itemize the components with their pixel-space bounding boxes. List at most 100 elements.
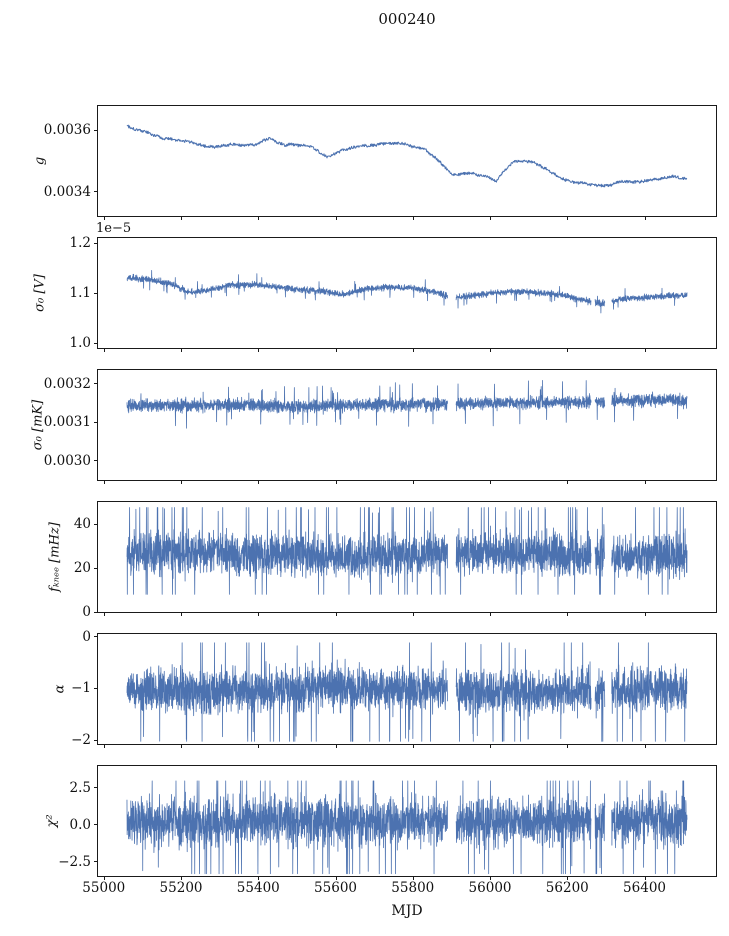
x-tickmark	[490, 348, 492, 352]
x-tickmark	[181, 480, 183, 484]
x-tickmark	[644, 480, 646, 484]
x-tickmark	[490, 480, 492, 484]
x-tickmark	[567, 876, 569, 880]
x-tickmark	[412, 876, 414, 880]
y-tick-label: 2.5	[69, 779, 91, 796]
x-tickmark	[335, 216, 337, 220]
x-tick-label: 56200	[545, 880, 589, 896]
y-tick-label: 20	[73, 560, 91, 576]
x-tickmark	[181, 876, 183, 880]
y-tick-label: 40	[73, 516, 91, 532]
x-tickmark	[490, 612, 492, 616]
y-tickmark	[94, 861, 98, 863]
x-tickmark	[644, 876, 646, 880]
y-tickmark	[94, 636, 98, 638]
x-tickmark	[412, 744, 414, 748]
y-tick-label: 0.0034	[43, 183, 91, 200]
x-tickmark	[644, 348, 646, 352]
x-tick-label: 55000	[82, 880, 126, 896]
figure-title: 000240	[378, 10, 436, 28]
plot-line-canvas-sigma0_mK	[98, 370, 716, 480]
subplot-g: 0.0036 0.0034	[44, 105, 717, 220]
y-tick-label: 1.2	[69, 235, 91, 251]
x-tickmark	[567, 744, 569, 748]
y-tick-label: 0.0	[69, 816, 91, 833]
subplot-sigma0_V: 1.2 1.1 1.0	[70, 235, 717, 352]
x-tickmark	[412, 612, 414, 616]
y-tickmark	[94, 611, 98, 613]
x-tickmark	[490, 216, 492, 220]
y-tick-label: 0.0031	[43, 414, 91, 431]
y-tick-label: 1.0	[69, 335, 91, 351]
x-tickmark	[181, 216, 183, 220]
y-tick-label: 0	[82, 604, 91, 620]
y-tick-label: 0	[82, 628, 91, 645]
x-tickmark	[181, 612, 183, 616]
x-tickmark	[103, 744, 105, 748]
x-tickmark	[258, 612, 260, 616]
x-tickmark	[644, 612, 646, 616]
x-tickmark	[258, 876, 260, 880]
y-axis-label-fknee: fₖₙₑₑ [mHz]	[47, 522, 63, 592]
x-tick-label: 55600	[314, 880, 358, 896]
x-tickmark	[335, 876, 337, 880]
x-tickmark	[181, 348, 183, 352]
y-axis-label-sigma0-v: σ₀ [V]	[32, 274, 48, 312]
x-tick-label: 56000	[468, 880, 512, 896]
x-tickmark	[644, 216, 646, 220]
y-tick-label: −2.5	[58, 853, 91, 870]
subplot-sigma0_mK: 0.0032 0.0031 0.0030	[44, 369, 717, 484]
y-tickmark	[94, 342, 98, 344]
x-tickmark	[335, 480, 337, 484]
y-tickmark	[94, 567, 98, 569]
x-axis-label: MJD	[391, 903, 423, 919]
y-tickmark	[94, 460, 98, 462]
x-tickmark	[103, 876, 105, 880]
x-tickmark	[412, 480, 414, 484]
x-tick-label: 55400	[236, 880, 280, 896]
x-tickmark	[335, 612, 337, 616]
y-axis-label-alpha: α	[52, 684, 68, 694]
x-tickmark	[103, 216, 105, 220]
y-tickmark	[94, 421, 98, 423]
x-tickmark	[181, 744, 183, 748]
x-tickmark	[412, 348, 414, 352]
x-tick-label: 56400	[623, 880, 667, 896]
x-tick-label: 55800	[391, 880, 435, 896]
x-tickmark	[490, 744, 492, 748]
y-axis-label-chi2: χ²	[44, 814, 60, 828]
x-tickmark	[335, 744, 337, 748]
x-tick-label: 55200	[159, 880, 203, 896]
y-tickmark	[94, 787, 98, 789]
y-tickmark	[94, 191, 98, 193]
x-tickmark	[335, 348, 337, 352]
y-axis-offset-text: 1e−5	[96, 221, 132, 236]
subplot-chi2: 2.5 0.0 −2.5 55000 55200 55400 55600 55800 56000…	[58, 765, 717, 896]
x-tickmark	[103, 480, 105, 484]
y-tickmark	[94, 383, 98, 384]
x-tickmark	[567, 480, 569, 484]
subplot-fknee: 40 20 0	[74, 501, 717, 620]
y-tick-label: 0.0032	[43, 375, 91, 392]
y-axis-label-g: g	[32, 156, 48, 166]
x-tickmark	[258, 744, 260, 748]
x-tickmark	[412, 216, 414, 220]
subplot-alpha: 0 −1 −2	[71, 629, 717, 748]
y-tick-label: −2	[71, 732, 91, 749]
y-tickmark	[94, 523, 98, 525]
y-tickmark	[94, 824, 98, 826]
plot-line-canvas-g	[98, 106, 716, 216]
x-tickmark	[567, 216, 569, 220]
plot-line-canvas-chi2	[98, 766, 716, 876]
y-tickmark	[94, 292, 98, 294]
y-tick-label: 0.0036	[43, 122, 91, 139]
x-tickmark	[258, 480, 260, 484]
plot-line-canvas-sigma0_V	[98, 238, 716, 348]
y-tickmark	[94, 242, 98, 244]
x-tickmark	[103, 612, 105, 616]
y-tickmark	[94, 129, 98, 131]
x-tickmark	[490, 876, 492, 880]
x-tickmark	[567, 348, 569, 352]
y-tick-label: 0.0030	[43, 452, 91, 469]
plot-line-canvas-alpha	[98, 634, 716, 744]
